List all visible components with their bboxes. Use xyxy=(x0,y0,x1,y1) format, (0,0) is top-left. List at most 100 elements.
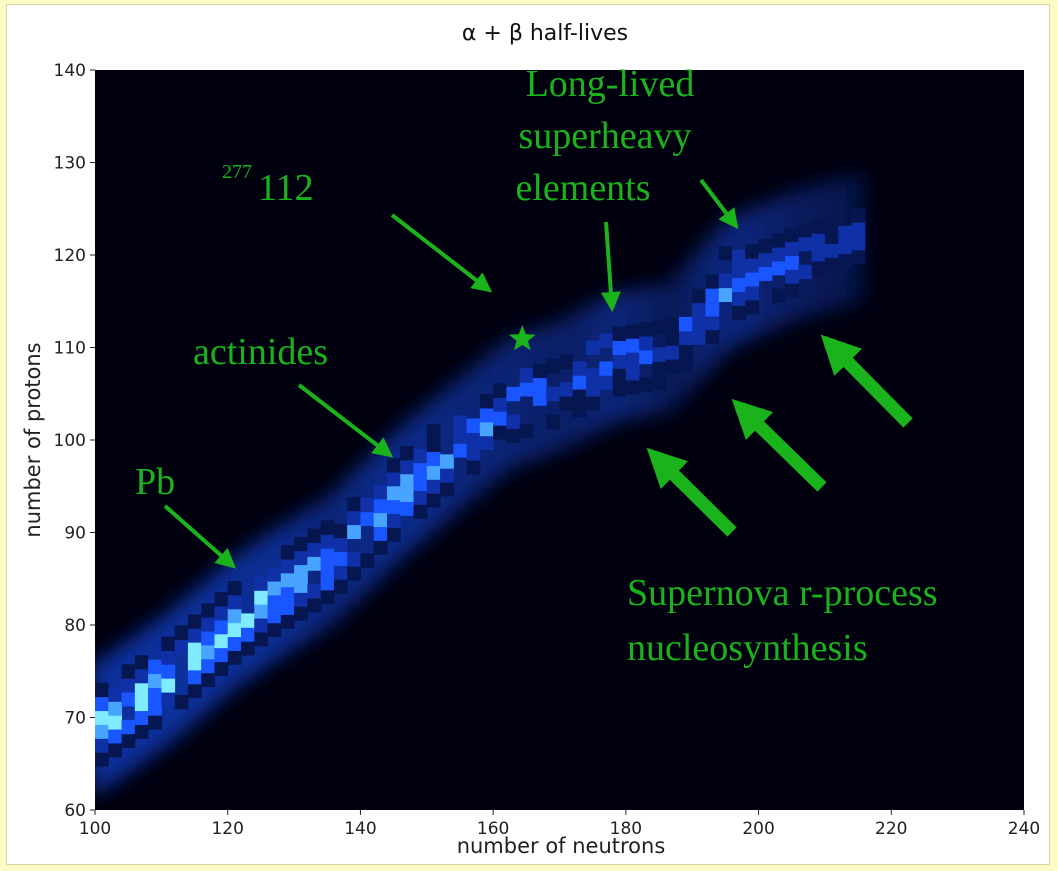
heatmap-cell xyxy=(307,556,322,571)
heatmap-cell xyxy=(121,678,136,693)
heatmap-cell xyxy=(426,437,441,453)
heatmap-cell xyxy=(307,598,322,613)
heatmap-cell xyxy=(148,659,162,675)
heatmap-cell xyxy=(678,358,693,373)
heatmap-cell xyxy=(599,333,614,348)
heatmap-cell xyxy=(187,683,202,699)
heatmap-cell xyxy=(148,701,162,716)
heatmap-cell xyxy=(214,592,229,607)
heatmap-cell xyxy=(625,352,640,367)
heatmap-cell xyxy=(121,719,136,735)
heatmap-cell xyxy=(108,729,123,744)
heatmap-cell xyxy=(532,377,547,392)
heatmap-cell xyxy=(506,386,521,402)
heatmap-cell xyxy=(333,537,348,552)
heatmap-cell xyxy=(466,418,481,433)
heatmap-cell xyxy=(652,347,667,362)
heatmap-cell xyxy=(280,572,295,588)
heatmap-cell xyxy=(201,617,215,632)
heatmap-cell xyxy=(148,715,162,730)
heatmap-cell xyxy=(95,710,109,725)
heatmap-cell xyxy=(187,669,202,685)
arrow-to-long-lived-1 xyxy=(600,221,621,312)
arrow-to-actinides xyxy=(297,383,394,458)
heatmap-cell xyxy=(506,428,521,443)
heatmap-cell xyxy=(665,331,680,346)
heatmap-cell xyxy=(586,368,600,383)
heatmap-cell xyxy=(745,299,760,315)
heatmap-cell xyxy=(639,349,653,365)
heatmap-cell xyxy=(214,619,229,635)
heatmap-cell xyxy=(360,553,375,568)
heatmap-cell xyxy=(665,359,680,374)
heatmap-cell xyxy=(532,391,547,406)
heatmap-cell xyxy=(440,468,454,483)
heatmap-cell xyxy=(373,512,388,527)
heatmap-cell xyxy=(413,476,428,491)
heatmap-cell xyxy=(280,558,295,574)
heatmap-cell xyxy=(121,733,136,749)
arrow-to-long-lived-2 xyxy=(699,178,739,230)
annotation-supernova-line2: nucleosynthesis xyxy=(627,627,868,669)
heatmap-cell xyxy=(254,618,269,633)
x-tick-label: 120 xyxy=(211,819,243,839)
heatmap-cells xyxy=(95,208,866,767)
heatmap-cell xyxy=(426,423,441,439)
heatmap-cell xyxy=(386,527,401,542)
heatmap-cell xyxy=(785,283,799,298)
heatmap-cell xyxy=(134,655,149,670)
y-tick-label: 130 xyxy=(54,154,86,174)
heatmap-cell xyxy=(347,524,361,540)
heatmap-cell xyxy=(227,636,242,651)
heatmap-cell xyxy=(187,655,202,671)
heatmap-cell xyxy=(572,389,587,404)
heatmap-cell xyxy=(612,354,627,369)
heatmap-cell xyxy=(161,650,176,665)
heatmap-cell xyxy=(639,335,653,351)
y-tick-label: 90 xyxy=(64,524,86,544)
heatmap-cell xyxy=(254,590,269,605)
heatmap-cell xyxy=(95,738,109,753)
heatmap-cell xyxy=(134,696,149,712)
heatmap-cell xyxy=(413,490,428,505)
heatmap-cell xyxy=(851,208,866,223)
heatmap-cell xyxy=(466,446,481,461)
heatmap-cell xyxy=(745,272,760,287)
heatmap-cell xyxy=(625,338,640,353)
heatmap-cell xyxy=(612,382,627,397)
heatmap-cell xyxy=(161,678,176,693)
heatmap-cell xyxy=(705,315,720,331)
heatmap-cell xyxy=(307,528,322,544)
heatmap-cell xyxy=(519,368,534,383)
x-tick-label: 180 xyxy=(610,819,642,839)
y-tick-label: 110 xyxy=(54,339,86,359)
heatmap-cell xyxy=(811,261,826,276)
heatmap-cell xyxy=(227,581,242,596)
heatmap-cell xyxy=(479,394,494,409)
heatmap-cell xyxy=(386,513,401,528)
heatmap-cell xyxy=(811,247,826,262)
heatmap-cell xyxy=(400,487,415,503)
heatmap-cell xyxy=(294,550,308,566)
y-axis-label: number of protons xyxy=(21,342,45,537)
annotation-nucleus: 277 112 xyxy=(222,161,314,209)
heatmap-cell xyxy=(148,687,162,702)
heatmap-cell xyxy=(373,484,388,500)
heatmap-cell xyxy=(347,566,361,581)
y-tick-label: 100 xyxy=(54,431,86,451)
heatmap-cell xyxy=(134,668,149,684)
heatmap-cell xyxy=(400,473,415,489)
heatmap-cell xyxy=(280,614,295,629)
heatmap-cell xyxy=(732,263,746,279)
heatmap-cell xyxy=(333,523,348,539)
heatmap-cell xyxy=(134,682,149,698)
heatmap-cell xyxy=(625,379,640,395)
arrow-to-277-112 xyxy=(390,213,493,293)
heatmap-cell xyxy=(798,236,813,252)
heatmap-cell xyxy=(386,485,401,501)
heatmap-cell xyxy=(426,479,441,494)
heatmap-cell xyxy=(612,368,627,383)
heatmap-cell xyxy=(678,330,693,346)
heatmap-cell xyxy=(121,692,136,707)
heatmap-cell xyxy=(347,510,361,526)
